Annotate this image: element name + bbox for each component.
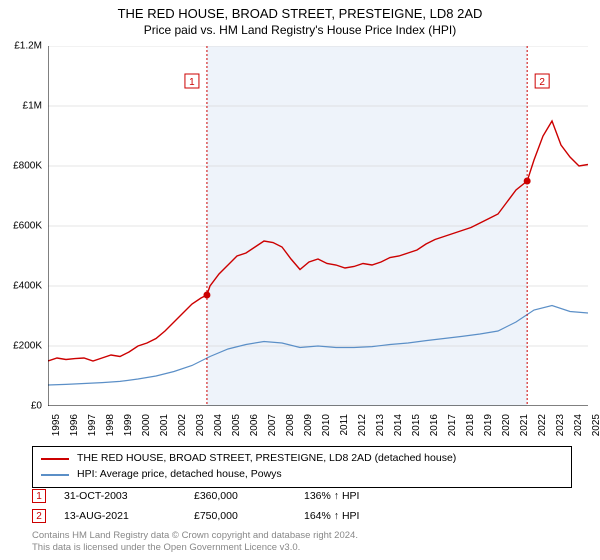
marker-row: 1 31-OCT-2003£360,000136% ↑ HPI xyxy=(32,486,572,506)
x-tick-label: 2007 xyxy=(267,414,278,436)
y-tick-label: £1.2M xyxy=(14,41,42,52)
x-tick-label: 2017 xyxy=(447,414,458,436)
marker-date: 13-AUG-2021 xyxy=(64,510,194,522)
marker-price: £360,000 xyxy=(194,490,304,502)
footer-line-1: Contains HM Land Registry data © Crown c… xyxy=(32,530,358,542)
x-tick-label: 2021 xyxy=(519,414,530,436)
marker-pct: 164% ↑ HPI xyxy=(304,510,414,522)
legend-row: THE RED HOUSE, BROAD STREET, PRESTEIGNE,… xyxy=(41,451,563,467)
sale-markers-table: 1 31-OCT-2003£360,000136% ↑ HPI 2 13-AUG-20… xyxy=(32,486,572,526)
chart-title-1: THE RED HOUSE, BROAD STREET, PRESTEIGNE,… xyxy=(0,6,600,21)
marker-badge: 1 xyxy=(32,489,46,503)
legend-swatch xyxy=(41,474,69,476)
x-tick-label: 2012 xyxy=(357,414,368,436)
legend-label: THE RED HOUSE, BROAD STREET, PRESTEIGNE,… xyxy=(77,451,456,467)
x-tick-label: 2009 xyxy=(303,414,314,436)
y-tick-label: £600K xyxy=(13,221,42,232)
y-axis: £0£200K£400K£600K£800K£1M£1.2M xyxy=(0,46,46,406)
x-tick-label: 1996 xyxy=(69,414,80,436)
y-tick-label: £400K xyxy=(13,281,42,292)
x-tick-label: 2004 xyxy=(213,414,224,436)
marker-badge: 2 xyxy=(32,509,46,523)
chart-titles: THE RED HOUSE, BROAD STREET, PRESTEIGNE,… xyxy=(0,0,600,37)
marker-pct: 136% ↑ HPI xyxy=(304,490,414,502)
x-tick-label: 2020 xyxy=(501,414,512,436)
x-tick-label: 2000 xyxy=(141,414,152,436)
x-tick-label: 1995 xyxy=(51,414,62,436)
marker-row: 2 13-AUG-2021£750,000164% ↑ HPI xyxy=(32,506,572,526)
x-tick-label: 2008 xyxy=(285,414,296,436)
x-tick-label: 2016 xyxy=(429,414,440,436)
y-tick-label: £0 xyxy=(31,401,42,412)
y-tick-label: £200K xyxy=(13,341,42,352)
legend-swatch xyxy=(41,458,69,460)
y-tick-label: £1M xyxy=(23,101,42,112)
legend-row: HPI: Average price, detached house, Powy… xyxy=(41,467,563,483)
footer-line-2: This data is licensed under the Open Gov… xyxy=(32,542,358,554)
x-tick-label: 2019 xyxy=(483,414,494,436)
x-tick-label: 2022 xyxy=(537,414,548,436)
marker-price: £750,000 xyxy=(194,510,304,522)
svg-text:2: 2 xyxy=(539,77,545,88)
x-tick-label: 1999 xyxy=(123,414,134,436)
legend: THE RED HOUSE, BROAD STREET, PRESTEIGNE,… xyxy=(32,446,572,488)
x-tick-label: 2015 xyxy=(411,414,422,436)
marker-date: 31-OCT-2003 xyxy=(64,490,194,502)
x-tick-label: 2018 xyxy=(465,414,476,436)
x-tick-label: 2003 xyxy=(195,414,206,436)
x-tick-label: 2001 xyxy=(159,414,170,436)
x-tick-label: 2011 xyxy=(339,414,350,436)
x-tick-label: 2013 xyxy=(375,414,386,436)
svg-text:1: 1 xyxy=(189,77,195,88)
x-tick-label: 1998 xyxy=(105,414,116,436)
footer-attribution: Contains HM Land Registry data © Crown c… xyxy=(32,530,358,555)
x-tick-label: 2006 xyxy=(249,414,260,436)
x-tick-label: 1997 xyxy=(87,414,98,436)
x-axis: 1995 1996 1997 1998 1999 2000 2001 2002 2003 2004… xyxy=(48,408,588,444)
x-tick-label: 2023 xyxy=(555,414,566,436)
x-tick-label: 2025 xyxy=(591,414,600,436)
x-tick-label: 2005 xyxy=(231,414,242,436)
x-tick-label: 2002 xyxy=(177,414,188,436)
y-tick-label: £800K xyxy=(13,161,42,172)
chart-title-2: Price paid vs. HM Land Registry's House … xyxy=(0,23,600,37)
x-tick-label: 2024 xyxy=(573,414,584,436)
chart-plot-area: 12 xyxy=(48,46,588,406)
x-tick-label: 2010 xyxy=(321,414,332,436)
legend-label: HPI: Average price, detached house, Powy… xyxy=(77,467,282,483)
x-tick-label: 2014 xyxy=(393,414,404,436)
